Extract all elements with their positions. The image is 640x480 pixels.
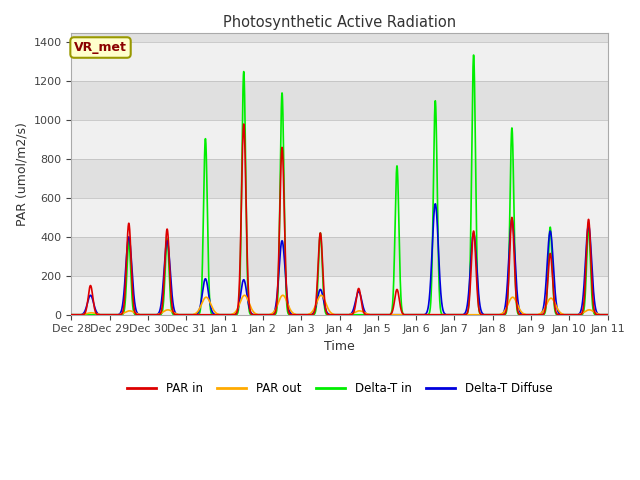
Bar [72,120,607,159]
Text: VR_met: VR_met [74,41,127,54]
Legend: PAR in, PAR out, Delta-T in, Delta-T Diffuse: PAR in, PAR out, Delta-T in, Delta-T Dif… [122,377,557,399]
Title: Photosynthetic Active Radiation: Photosynthetic Active Radiation [223,15,456,30]
X-axis label: Time: Time [324,340,355,353]
Bar [72,198,607,237]
Y-axis label: PAR (umol/m2/s): PAR (umol/m2/s) [15,122,28,226]
Bar [72,276,607,315]
Bar [72,42,607,81]
